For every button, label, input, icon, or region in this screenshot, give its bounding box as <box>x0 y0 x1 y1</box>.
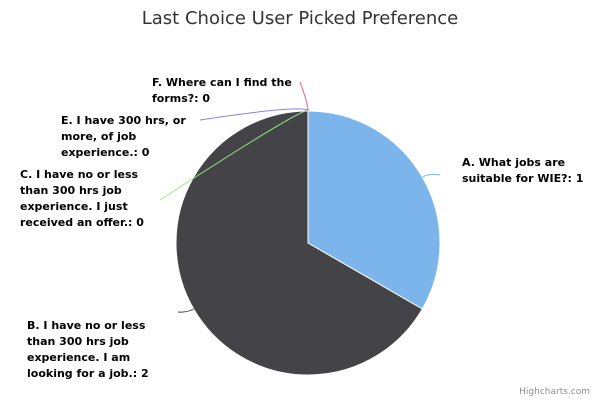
credits-link[interactable]: Highcharts.com <box>519 387 590 397</box>
pie-slices <box>175 110 441 376</box>
label-connector <box>159 110 309 201</box>
data-label-line: experience. I am <box>27 351 130 364</box>
data-label-line: B. I have no or less <box>27 319 146 332</box>
data-label-line: A. What jobs are <box>462 156 565 169</box>
data-label-line: E. I have 300 hrs, or <box>61 114 186 127</box>
data-label-line: F. Where can I find the <box>152 76 292 89</box>
label-connector <box>422 174 441 178</box>
pie-slice[interactable] <box>307 110 441 310</box>
data-label-line: more, of job <box>61 130 136 143</box>
data-labels: A. What jobs are suitable for WIE?: 1 B. I… <box>20 76 583 380</box>
data-label: B. I have no or less than 300 hrs job expe… <box>27 319 149 380</box>
data-label-line: C. I have no or less <box>20 168 139 181</box>
data-label: C. I have no or less than 300 hrs job expe… <box>20 168 144 229</box>
data-label-line: than 300 hrs job <box>27 335 129 348</box>
chart-title: Last Choice User Picked Preference <box>142 8 459 29</box>
data-label-line: forms?: 0 <box>152 92 210 105</box>
data-label-line: experience.: 0 <box>61 146 150 159</box>
data-label: A. What jobs are suitable for WIE?: 1 <box>462 156 583 185</box>
data-label-line: received an offer.: 0 <box>20 216 144 229</box>
data-label-line: suitable for WIE?: 1 <box>462 172 583 185</box>
data-label-line: looking for a job.: 2 <box>27 367 149 380</box>
data-label: E. I have 300 hrs, or more, of job experie… <box>61 114 186 159</box>
data-label: F. Where can I find the forms?: 0 <box>152 76 292 105</box>
label-connector <box>299 81 309 112</box>
label-connector <box>177 308 194 313</box>
data-label-line: than 300 hrs job <box>20 184 122 197</box>
data-label-line: experience. I just <box>20 200 128 213</box>
label-connectors <box>159 81 441 313</box>
label-connector <box>199 108 309 121</box>
